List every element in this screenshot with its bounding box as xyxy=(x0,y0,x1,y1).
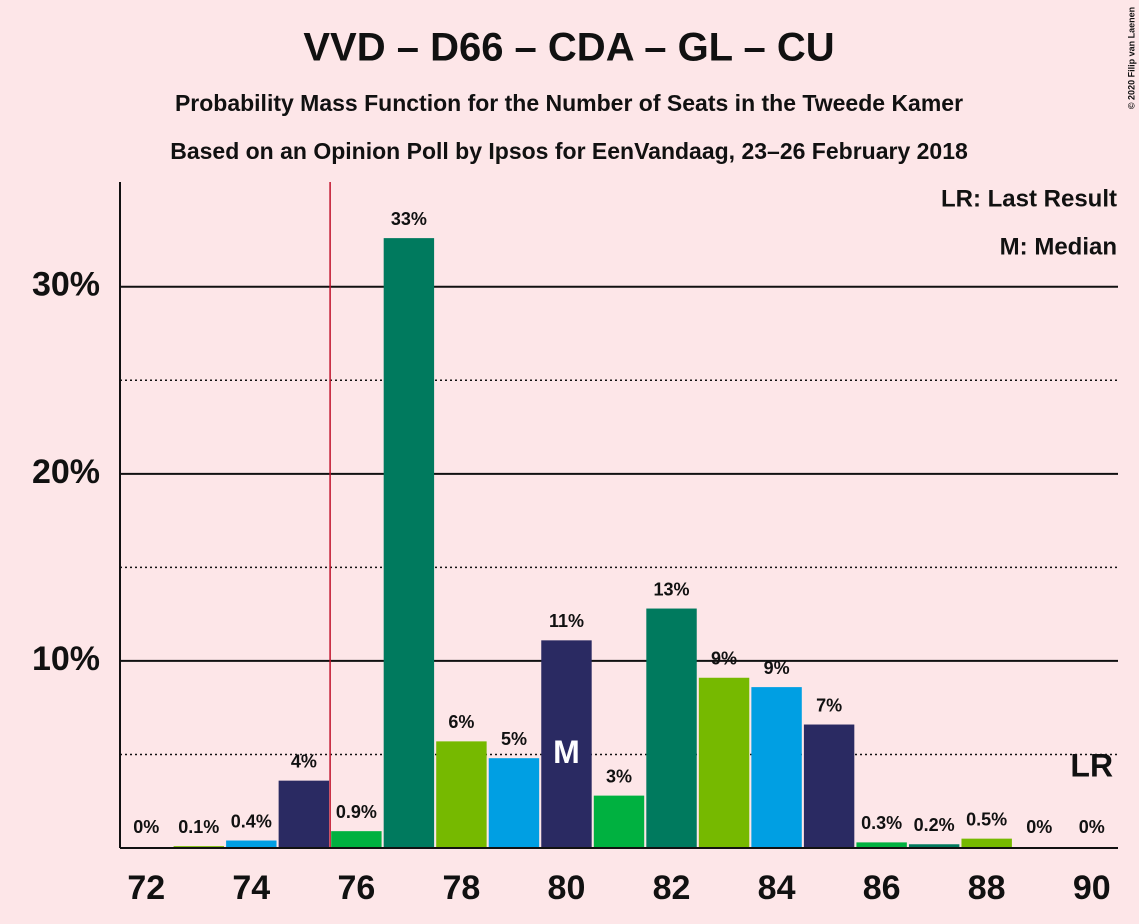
value-label: 9% xyxy=(764,658,790,678)
bar xyxy=(856,842,907,848)
value-label: 0% xyxy=(1026,817,1052,837)
chart-title: VVD – D66 – CDA – GL – CU xyxy=(303,26,834,70)
value-label: 11% xyxy=(549,611,584,631)
x-tick-label: 90 xyxy=(1073,869,1111,907)
bar xyxy=(751,687,802,848)
x-tick-label: 86 xyxy=(863,869,901,907)
value-label: 33% xyxy=(391,209,427,229)
legend-entry: LR: Last Result xyxy=(941,185,1117,212)
y-tick-label: 30% xyxy=(32,266,100,304)
y-tick-label: 20% xyxy=(32,453,100,491)
value-label: 7% xyxy=(816,695,842,715)
bar xyxy=(541,640,592,848)
value-label: 4% xyxy=(291,751,317,771)
value-label: 0.3% xyxy=(861,813,902,833)
bar xyxy=(803,724,855,848)
legend-entry: M: Median xyxy=(1000,233,1117,260)
bar xyxy=(436,741,487,848)
y-tick-label: 10% xyxy=(32,640,100,678)
last-result-marker: LR xyxy=(1070,747,1113,783)
value-label: 0% xyxy=(133,817,159,837)
value-label: 9% xyxy=(711,649,737,669)
bar xyxy=(278,780,330,848)
bar xyxy=(383,238,435,848)
bar xyxy=(593,795,645,848)
bar xyxy=(488,758,540,848)
x-tick-label: 76 xyxy=(337,869,375,907)
value-label: 13% xyxy=(654,579,690,599)
chart-subtitle: Based on an Opinion Poll by Ipsos for Ee… xyxy=(170,138,968,164)
credit: © 2020 Filip van Laenen xyxy=(1126,7,1136,109)
value-label: 0.4% xyxy=(231,811,272,831)
x-tick-label: 74 xyxy=(232,869,270,907)
chart-subtitle: Probability Mass Function for the Number… xyxy=(175,90,963,116)
value-label: 0% xyxy=(1079,817,1105,837)
x-tick-label: 78 xyxy=(443,869,481,907)
bar xyxy=(226,840,277,848)
x-tick-label: 80 xyxy=(548,869,586,907)
value-label: 5% xyxy=(501,729,527,749)
value-label: 0.2% xyxy=(914,815,955,835)
x-tick-label: 72 xyxy=(127,869,165,907)
x-tick-label: 84 xyxy=(758,869,796,907)
value-label: 3% xyxy=(606,766,632,786)
bar xyxy=(646,608,697,848)
bar xyxy=(908,844,960,848)
bar xyxy=(331,831,382,848)
median-marker: M xyxy=(553,734,580,770)
x-tick-label: 82 xyxy=(653,869,691,907)
value-label: 0.9% xyxy=(336,802,377,822)
bar xyxy=(698,677,750,848)
x-tick-label: 88 xyxy=(968,869,1006,907)
bar xyxy=(961,838,1012,848)
value-label: 0.1% xyxy=(178,817,219,837)
value-label: 0.5% xyxy=(966,809,1007,829)
value-label: 6% xyxy=(448,712,474,732)
